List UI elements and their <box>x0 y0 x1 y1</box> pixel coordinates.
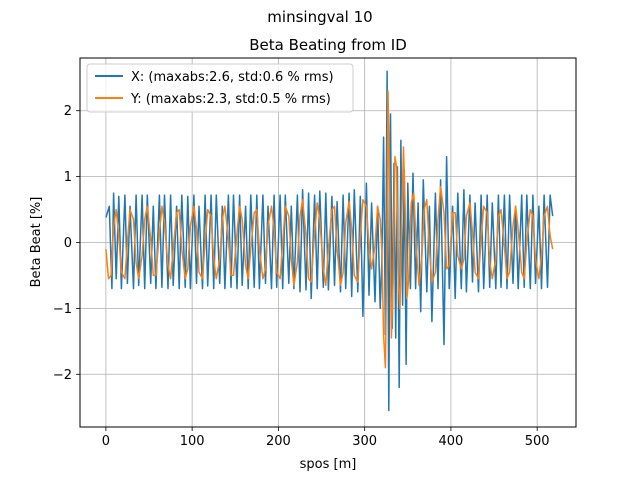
chart-title: Beta Beating from ID <box>249 36 407 54</box>
x-tick-label: 200 <box>266 434 291 449</box>
x-tick-label: 0 <box>102 434 110 449</box>
legend: X: (maxabs:2.6, std:0.6 % rms) Y: (maxab… <box>86 63 354 113</box>
x-tick-label: 400 <box>439 434 464 449</box>
y-axis-label: Beta Beat [%] <box>29 197 44 288</box>
ticks: 0 100 200 300 400 500 −2 −1 0 1 2 <box>53 104 550 449</box>
y-tick-label: 1 <box>64 170 72 185</box>
series-lines <box>105 70 554 412</box>
y-tick-label: 2 <box>64 104 72 119</box>
y-tick-label: 0 <box>64 236 72 251</box>
series-x-line <box>105 70 554 412</box>
y-tick-label: −2 <box>53 368 72 383</box>
x-axis-label: spos [m] <box>300 457 357 472</box>
series-y-line <box>105 90 554 369</box>
x-tick-label: 300 <box>352 434 377 449</box>
legend-box <box>86 63 354 113</box>
x-tick-label: 100 <box>180 434 205 449</box>
suptitle: minsingval 10 <box>267 8 372 26</box>
x-tick-label: 500 <box>525 434 550 449</box>
legend-label-x: X: (maxabs:2.6, std:0.6 % rms) <box>131 70 334 85</box>
legend-label-y: Y: (maxabs:2.3, std:0.5 % rms) <box>130 92 331 107</box>
y-tick-label: −1 <box>53 302 72 317</box>
